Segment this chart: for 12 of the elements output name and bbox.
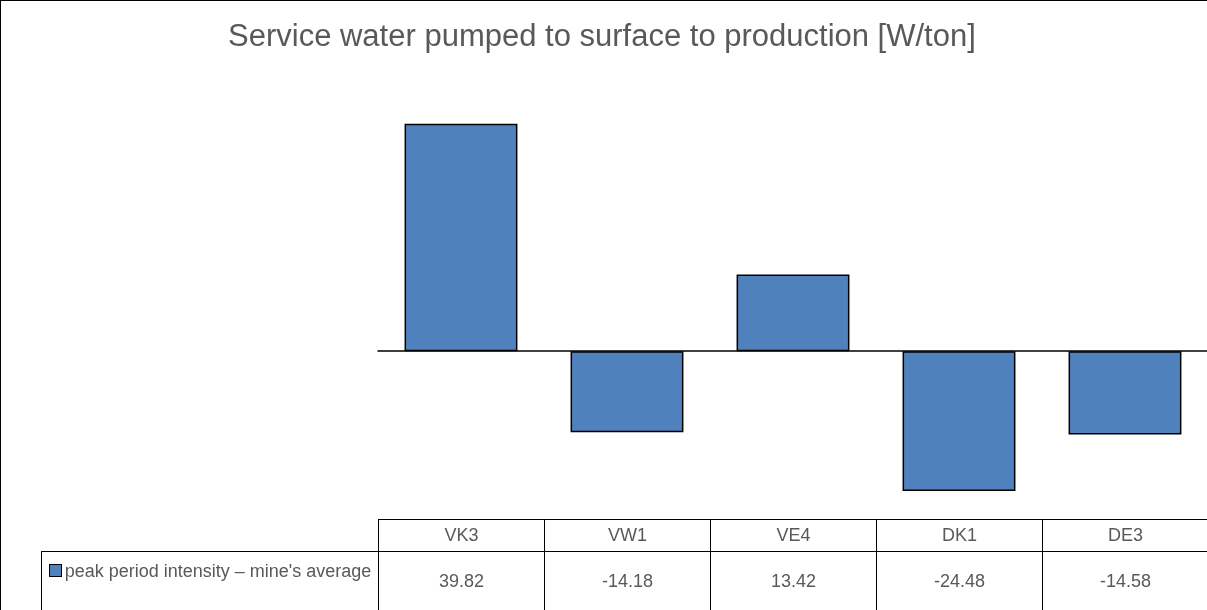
legend-label: peak period intensity – mine's average [41,551,379,610]
x-tick-label: VW1 [544,519,711,552]
data-label: -14.18 [544,551,711,610]
x-tick-label: DK1 [876,519,1043,552]
x-tick-label: VE4 [710,519,877,552]
data-label: 39.82 [378,551,545,610]
data-label: 13.42 [710,551,877,610]
x-tick-label: DE3 [1042,519,1207,552]
x-tick-label: VK3 [378,519,545,552]
chart-title: Service water pumped to surface to production [W/ton] [228,18,976,53]
data-label: -24.48 [876,551,1043,610]
data-label: -14.58 [1042,551,1207,610]
